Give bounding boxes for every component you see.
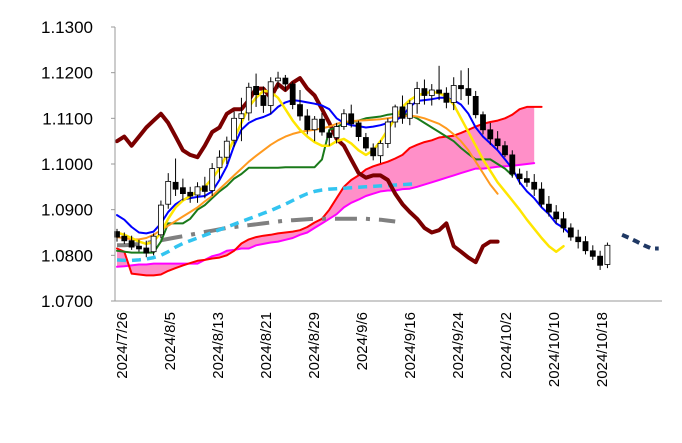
candle-body bbox=[443, 92, 450, 103]
y-tick-label: 1.1000 bbox=[41, 155, 93, 174]
candle-body bbox=[582, 241, 589, 252]
series-line-ma-short bbox=[115, 89, 565, 253]
candle-body bbox=[179, 187, 186, 194]
candle-body bbox=[597, 255, 603, 266]
series-line-kijun bbox=[116, 112, 514, 254]
candle-body bbox=[165, 180, 172, 205]
candle-body bbox=[450, 85, 457, 103]
axes-layer: 1.1300 1.1200 1.1100 1.1000 1.0900 1.0800 1.07… bbox=[41, 18, 662, 387]
series-line-span-a bbox=[116, 105, 543, 277]
candle-body bbox=[546, 203, 552, 213]
candle-body bbox=[384, 121, 391, 144]
candle-body bbox=[472, 96, 479, 116]
candle-body bbox=[297, 104, 303, 117]
x-tick-label: 2024/7/26 bbox=[114, 312, 131, 379]
candle-body bbox=[392, 106, 399, 123]
series-line-chikou bbox=[115, 76, 500, 265]
candle-body bbox=[436, 89, 443, 94]
y-tick-label: 1.0900 bbox=[41, 201, 93, 220]
candle-body bbox=[465, 88, 472, 96]
candle-body bbox=[487, 129, 494, 140]
candle-body bbox=[267, 81, 274, 106]
series-line-ma-dashdot bbox=[117, 216, 396, 248]
candle-body bbox=[319, 118, 325, 133]
candle-body bbox=[348, 113, 355, 125]
y-tick-label: 1.0700 bbox=[41, 292, 93, 311]
candle-body bbox=[157, 204, 164, 236]
candle-body bbox=[143, 247, 150, 254]
candle-body bbox=[480, 114, 486, 131]
candle-body bbox=[253, 86, 260, 96]
x-tick-label: 2024/9/24 bbox=[450, 312, 467, 379]
candle-body bbox=[136, 245, 142, 250]
candle-body bbox=[516, 173, 523, 179]
candle-body bbox=[538, 188, 545, 205]
candle-body bbox=[553, 211, 560, 220]
candle-body bbox=[187, 191, 194, 197]
candle-body bbox=[340, 113, 347, 128]
candle-body bbox=[333, 126, 340, 138]
candle-body bbox=[150, 235, 157, 253]
candle-body bbox=[560, 218, 567, 229]
x-tick-label: 2024/10/18 bbox=[594, 312, 611, 387]
candle-body bbox=[406, 103, 413, 119]
candle-body bbox=[231, 117, 238, 141]
candle-body bbox=[362, 137, 369, 149]
candle-body bbox=[311, 118, 318, 131]
candle-body bbox=[355, 122, 362, 138]
candle-body bbox=[575, 236, 582, 243]
candle-body bbox=[194, 186, 201, 196]
candle-body bbox=[304, 115, 311, 131]
candle-body bbox=[370, 147, 377, 157]
candle-body bbox=[238, 113, 245, 119]
cloud-fill bbox=[117, 106, 535, 276]
candle-body bbox=[399, 106, 406, 119]
candle-body bbox=[414, 88, 421, 105]
y-tick-label: 1.0800 bbox=[41, 246, 93, 265]
x-tick-label: 2024/9/16 bbox=[402, 312, 419, 379]
candle-body bbox=[531, 181, 538, 190]
x-tick-label: 2024/9/6 bbox=[354, 312, 371, 370]
candlestick-layer bbox=[114, 65, 611, 270]
candle-body bbox=[589, 250, 596, 257]
x-tick-label: 2024/8/21 bbox=[258, 312, 275, 379]
x-tick-label: 2024/8/5 bbox=[162, 312, 179, 370]
candle-body bbox=[524, 178, 530, 183]
x-tick-label: 2024/8/13 bbox=[210, 312, 227, 379]
indicator-lines-layer bbox=[115, 76, 659, 277]
series-line-forecast-dash bbox=[621, 232, 659, 251]
x-tick-label: 2024/8/29 bbox=[306, 312, 323, 379]
candle-body bbox=[458, 85, 464, 90]
candle-body bbox=[121, 235, 128, 242]
candle-body bbox=[421, 88, 428, 96]
ichimoku-cloud-layer bbox=[117, 106, 535, 276]
candle-body bbox=[604, 244, 611, 265]
candle-body bbox=[275, 77, 281, 82]
candle-body bbox=[223, 140, 230, 158]
candle-body bbox=[172, 181, 179, 190]
candle-body bbox=[282, 77, 289, 85]
candle-body bbox=[502, 145, 508, 156]
y-tick-label: 1.1300 bbox=[41, 18, 93, 37]
candle-body bbox=[289, 83, 296, 105]
x-tick-label: 2024/10/2 bbox=[498, 312, 515, 379]
candle-body bbox=[326, 132, 333, 138]
y-tick-label: 1.1200 bbox=[41, 64, 93, 83]
candle-body bbox=[216, 156, 223, 169]
x-tick-label: 2024/10/10 bbox=[546, 312, 563, 387]
candle-body bbox=[128, 240, 135, 248]
candle-body bbox=[245, 86, 252, 114]
candle-body bbox=[567, 227, 574, 238]
candle-body bbox=[377, 142, 384, 157]
candle-body bbox=[260, 95, 267, 106]
candle-body bbox=[428, 89, 435, 96]
series-line-ma-long-dash bbox=[116, 181, 418, 263]
y-tick-label: 1.1100 bbox=[42, 109, 93, 128]
candle-body bbox=[509, 154, 516, 175]
candle-body bbox=[209, 168, 216, 191]
candle-body bbox=[201, 185, 208, 192]
candle-body bbox=[494, 138, 501, 147]
